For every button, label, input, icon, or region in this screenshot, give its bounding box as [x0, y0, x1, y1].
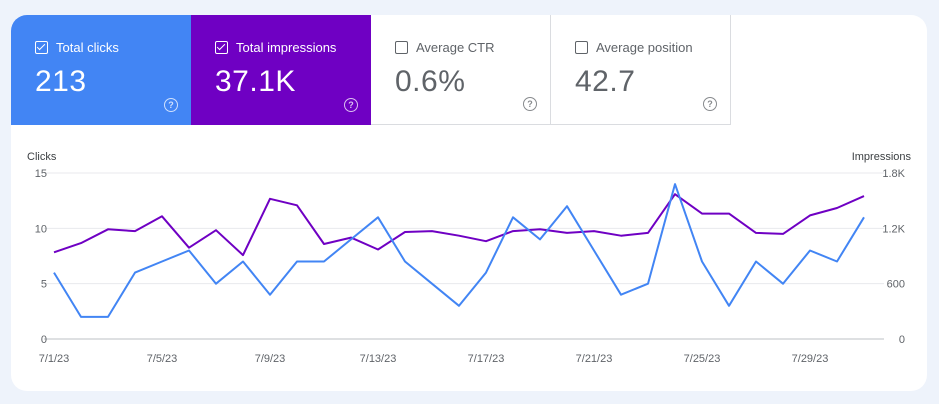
checkbox-icon[interactable] — [575, 41, 588, 54]
x-tick-label: 7/17/23 — [468, 353, 505, 365]
help-icon[interactable]: ? — [344, 98, 358, 112]
card-value: 42.7 — [575, 65, 636, 98]
card-value: 0.6% — [395, 65, 466, 98]
x-tick-label: 7/13/23 — [360, 353, 397, 365]
right-axis-title: Impressions — [852, 151, 912, 163]
x-tick-label: 7/29/23 — [792, 353, 829, 365]
metric-cards: Total clicks 213 ? Total impressions 37.… — [11, 15, 731, 125]
card-label: Average position — [596, 40, 693, 55]
x-tick-label: 7/25/23 — [684, 353, 721, 365]
y2-tick-label: 1.8K — [882, 168, 905, 180]
y2-tick-label: 600 — [887, 279, 905, 291]
x-tick-label: 7/1/23 — [39, 353, 70, 365]
series-line-total-clicks — [53, 183, 865, 318]
card-label: Average CTR — [416, 40, 495, 55]
checkbox-icon[interactable] — [395, 41, 408, 54]
total-impressions-card[interactable]: Total impressions 37.1K ? — [191, 15, 371, 125]
left-axis-title: Clicks — [27, 151, 57, 163]
y-tick-label: 10 — [35, 223, 47, 235]
card-label: Total clicks — [56, 40, 119, 55]
help-icon[interactable]: ? — [164, 98, 178, 112]
card-value: 37.1K — [215, 65, 296, 98]
average-position-card[interactable]: Average position 42.7 ? — [551, 15, 731, 125]
card-label: Total impressions — [236, 40, 337, 55]
checkbox-icon[interactable] — [35, 41, 48, 54]
y2-tick-label: 1.2K — [882, 223, 905, 235]
average-ctr-card[interactable]: Average CTR 0.6% ? — [371, 15, 551, 125]
y-tick-label: 15 — [35, 168, 47, 180]
x-tick-label: 7/5/23 — [147, 353, 178, 365]
performance-panel: Total clicks 213 ? Total impressions 37.… — [11, 15, 927, 391]
performance-chart: Clicks Impressions 0 0 5 600 10 1.2K 15 1.8K 7/1… — [27, 151, 912, 365]
x-tick-label: 7/21/23 — [576, 353, 613, 365]
axis-ticks: 0 0 5 600 10 1.2K 15 1.8K 7/1/23 7/5/23 7/9/23 7/13… — [35, 168, 906, 365]
y-tick-label: 0 — [41, 334, 47, 346]
y-tick-label: 5 — [41, 279, 47, 291]
checkbox-icon[interactable] — [215, 41, 228, 54]
help-icon[interactable]: ? — [703, 97, 717, 111]
x-tick-label: 7/9/23 — [255, 353, 286, 365]
series-lines — [53, 183, 865, 318]
grid — [44, 172, 884, 340]
total-clicks-card[interactable]: Total clicks 213 ? — [11, 15, 191, 125]
help-icon[interactable]: ? — [523, 97, 537, 111]
y2-tick-label: 0 — [899, 334, 905, 346]
card-value: 213 — [35, 65, 87, 98]
series-line-total-impressions — [53, 193, 865, 257]
